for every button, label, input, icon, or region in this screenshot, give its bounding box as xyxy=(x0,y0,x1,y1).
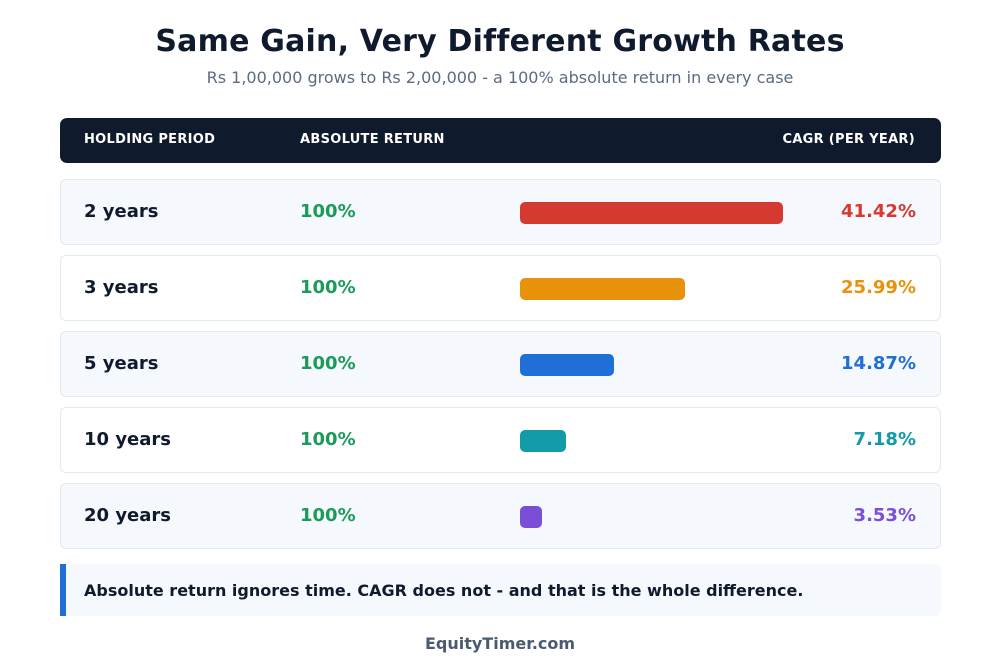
absolute-return-value: 100% xyxy=(300,201,356,222)
table-row: 2 years 100% 41.42% xyxy=(60,179,941,245)
table-header: HOLDING PERIOD ABSOLUTE RETURN CAGR (PER… xyxy=(60,118,941,163)
chart-subtitle: Rs 1,00,000 grows to Rs 2,00,000 - a 100… xyxy=(206,68,794,87)
holding-period-label: 20 years xyxy=(84,505,171,526)
cagr-value-label: 41.42% xyxy=(841,201,916,222)
chart-title: Same Gain, Very Different Growth Rates xyxy=(155,24,845,59)
callout-accent-bar xyxy=(60,564,66,616)
table-row: 20 years 100% 3.53% xyxy=(60,483,941,549)
holding-period-label: 3 years xyxy=(84,277,159,298)
header-cagr: CAGR (PER YEAR) xyxy=(782,132,915,147)
cagr-value-label: 14.87% xyxy=(841,353,916,374)
absolute-return-value: 100% xyxy=(300,429,356,450)
callout-text: Absolute return ignores time. CAGR does … xyxy=(84,581,804,600)
callout-note: Absolute return ignores time. CAGR does … xyxy=(60,564,941,616)
absolute-return-value: 100% xyxy=(300,277,356,298)
cagr-bar xyxy=(520,430,566,452)
header-absolute-return: ABSOLUTE RETURN xyxy=(300,132,445,147)
cagr-value-label: 3.53% xyxy=(853,505,916,526)
cagr-bar xyxy=(520,202,783,224)
header-holding-period: HOLDING PERIOD xyxy=(84,132,216,147)
cagr-value-label: 7.18% xyxy=(853,429,916,450)
absolute-return-value: 100% xyxy=(300,353,356,374)
cagr-bar xyxy=(520,278,685,300)
cagr-bar xyxy=(520,506,542,528)
footer-brand: EquityTimer.com xyxy=(424,634,576,653)
table-row: 5 years 100% 14.87% xyxy=(60,331,941,397)
holding-period-label: 10 years xyxy=(84,429,171,450)
holding-period-label: 5 years xyxy=(84,353,159,374)
cagr-value-label: 25.99% xyxy=(841,277,916,298)
table-row: 3 years 100% 25.99% xyxy=(60,255,941,321)
cagr-bar xyxy=(520,354,614,376)
table-row: 10 years 100% 7.18% xyxy=(60,407,941,473)
absolute-return-value: 100% xyxy=(300,505,356,526)
holding-period-label: 2 years xyxy=(84,201,159,222)
